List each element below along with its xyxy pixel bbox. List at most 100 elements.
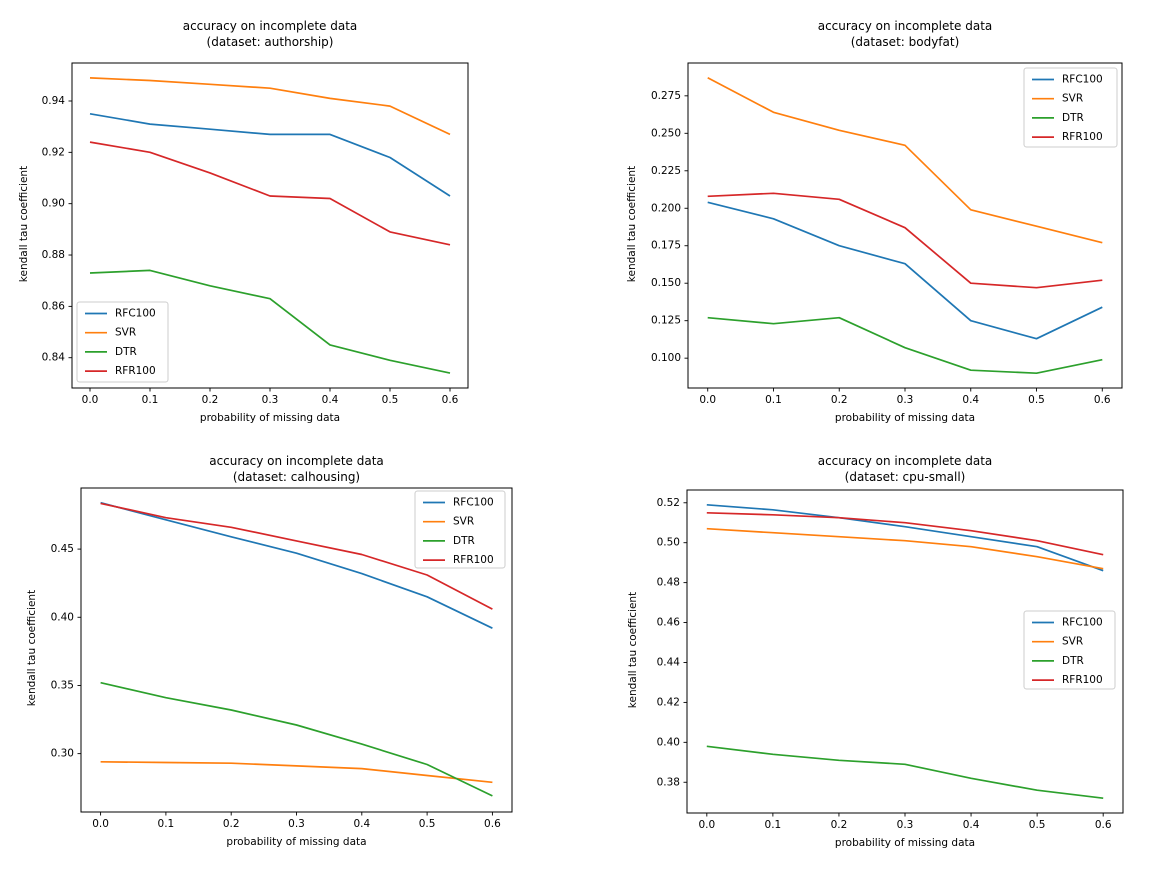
y-tick-label: 0.84 <box>42 352 66 364</box>
chart-title: accuracy on incomplete data (dataset: au… <box>72 18 468 50</box>
series-line-RFC100 <box>100 501 493 629</box>
y-tick-label: 0.200 <box>651 202 681 214</box>
legend-label-SVR: SVR <box>453 516 474 528</box>
x-tick-label: 0.1 <box>142 394 159 406</box>
x-tick-label: 0.1 <box>765 819 782 831</box>
subplot-bodyfat: 0.0 0.1 0.2 0.3 0.4 0.5 0.6 0.100 0.125 0.150 0.17… <box>575 0 1150 435</box>
legend-label-RFC100: RFC100 <box>115 308 156 320</box>
x-tick-label: 0.1 <box>158 818 175 830</box>
x-tick-label: 0.5 <box>382 394 399 406</box>
series-line-SVR <box>707 77 1103 244</box>
chart-title-line1: accuracy on incomplete data <box>817 454 993 468</box>
x-tick-label: 0.4 <box>353 818 370 830</box>
y-tick-label: 0.275 <box>651 90 681 102</box>
chart-title-line1: accuracy on incomplete data <box>182 19 358 33</box>
legend-label-RFC100: RFC100 <box>1062 74 1103 86</box>
series-line-DTR <box>89 269 451 374</box>
x-tick-label: 0.3 <box>288 818 305 830</box>
x-axis-label: probability of missing data <box>226 836 367 848</box>
legend-box <box>1023 610 1116 690</box>
x-tick-label: 0.5 <box>419 818 436 830</box>
y-tick-label: 0.50 <box>657 537 680 549</box>
series-line-DTR <box>707 316 1103 375</box>
y-tick-label: 0.175 <box>651 240 681 252</box>
legend-label-RFR100: RFR100 <box>1062 674 1103 686</box>
chart-title: accuracy on incomplete data (dataset: cp… <box>687 453 1123 485</box>
series-line-SVR <box>89 77 451 136</box>
y-tick-label: 0.30 <box>51 748 74 760</box>
x-tick-label: 0.0 <box>82 394 99 406</box>
y-tick-label: 0.40 <box>51 611 74 623</box>
y-tick-label: 0.100 <box>651 352 681 364</box>
y-tick-label: 0.94 <box>42 95 66 107</box>
series-line-SVR <box>706 527 1104 570</box>
legend-box <box>414 490 506 569</box>
x-tick-label: 0.6 <box>1094 394 1111 406</box>
x-tick-label: 0.6 <box>484 818 501 830</box>
x-tick-label: 0.2 <box>202 394 219 406</box>
legend-label-SVR: SVR <box>115 327 136 339</box>
x-tick-label: 0.6 <box>1095 819 1112 831</box>
chart-title-line1: accuracy on incomplete data <box>817 19 993 33</box>
chart-title-line2: (dataset: calhousing) <box>232 470 361 484</box>
chart-title-line2: (dataset: bodyfat) <box>850 35 960 49</box>
y-tick-label: 0.150 <box>651 277 681 289</box>
series-line-RFR100 <box>706 511 1104 556</box>
legend-box <box>1023 67 1118 148</box>
series-line-RFC100 <box>707 201 1103 340</box>
series-line-DTR <box>706 745 1104 800</box>
plot-calhousing: 0.0 0.1 0.2 0.3 0.4 0.5 0.6 0.30 0.35 0.40 0.45 RFC… <box>51 487 513 830</box>
x-tick-label: 0.2 <box>223 818 240 830</box>
x-tick-label: 0.6 <box>442 394 459 406</box>
legend-label-RFR100: RFR100 <box>115 365 156 377</box>
chart-title-line2: (dataset: cpu-small) <box>844 470 966 484</box>
x-tick-label: 0.0 <box>92 818 109 830</box>
x-tick-label: 0.1 <box>765 394 782 406</box>
series-line-SVR <box>100 760 493 784</box>
legend-label-DTR: DTR <box>453 535 475 547</box>
y-axis-label: kendall tau coefficient <box>626 165 638 282</box>
y-tick-label: 0.125 <box>651 315 681 327</box>
y-tick-label: 0.52 <box>657 497 680 509</box>
y-tick-label: 0.38 <box>657 776 680 788</box>
plot-authorship: 0.0 0.1 0.2 0.3 0.4 0.5 0.6 0.84 0.86 0.88 0.90 0.9… <box>42 62 469 406</box>
y-tick-label: 0.42 <box>657 696 680 708</box>
y-tick-label: 0.88 <box>42 249 65 261</box>
y-tick-label: 0.44 <box>657 656 681 668</box>
series-line-RFR100 <box>89 141 451 246</box>
series-line-RFR100 <box>100 502 493 610</box>
y-tick-label: 0.90 <box>42 198 65 210</box>
x-axis-label: probability of missing data <box>834 412 976 424</box>
legend-box <box>76 301 169 383</box>
y-tick-label: 0.35 <box>51 679 74 691</box>
legend-label-DTR: DTR <box>115 346 137 358</box>
y-axis-label: kendall tau coefficient <box>627 591 639 708</box>
legend-label-SVR: SVR <box>1062 636 1083 648</box>
x-axis-label: probability of missing data <box>199 412 341 424</box>
chart-title-line2: (dataset: authorship) <box>206 35 334 49</box>
x-tick-label: 0.2 <box>831 394 848 406</box>
y-tick-label: 0.46 <box>657 617 681 629</box>
chart-title: accuracy on incomplete data (dataset: bo… <box>688 18 1122 50</box>
series-line-RFC100 <box>89 112 451 197</box>
plot-cpu-small: 0.0 0.1 0.2 0.3 0.4 0.5 0.6 0.38 0.40 0.42 0.44 0.4… <box>657 489 1124 831</box>
x-tick-label: 0.4 <box>322 394 339 406</box>
legend-label-SVR: SVR <box>1062 93 1083 105</box>
y-tick-label: 0.92 <box>42 146 65 158</box>
x-axis-label: probability of missing data <box>834 837 976 849</box>
plot-bodyfat: 0.0 0.1 0.2 0.3 0.4 0.5 0.6 0.100 0.125 0.150 0.17… <box>651 62 1123 406</box>
legend-label-RFC100: RFC100 <box>1062 617 1103 629</box>
x-tick-label: 0.0 <box>698 819 715 831</box>
y-tick-label: 0.48 <box>657 577 680 589</box>
y-tick-label: 0.45 <box>51 543 74 555</box>
y-tick-label: 0.40 <box>657 736 680 748</box>
subplot-cpu-small: 0.0 0.1 0.2 0.3 0.4 0.5 0.6 0.38 0.40 0.42 0.44 0.4… <box>575 435 1150 870</box>
x-tick-label: 0.0 <box>699 394 716 406</box>
chart-title: accuracy on incomplete data (dataset: ca… <box>81 453 512 485</box>
legend-label-RFR100: RFR100 <box>453 554 494 566</box>
x-tick-label: 0.5 <box>1029 819 1046 831</box>
y-axis-label: kendall tau coefficient <box>18 165 30 282</box>
legend-label-RFC100: RFC100 <box>453 497 494 509</box>
x-tick-label: 0.3 <box>897 394 914 406</box>
